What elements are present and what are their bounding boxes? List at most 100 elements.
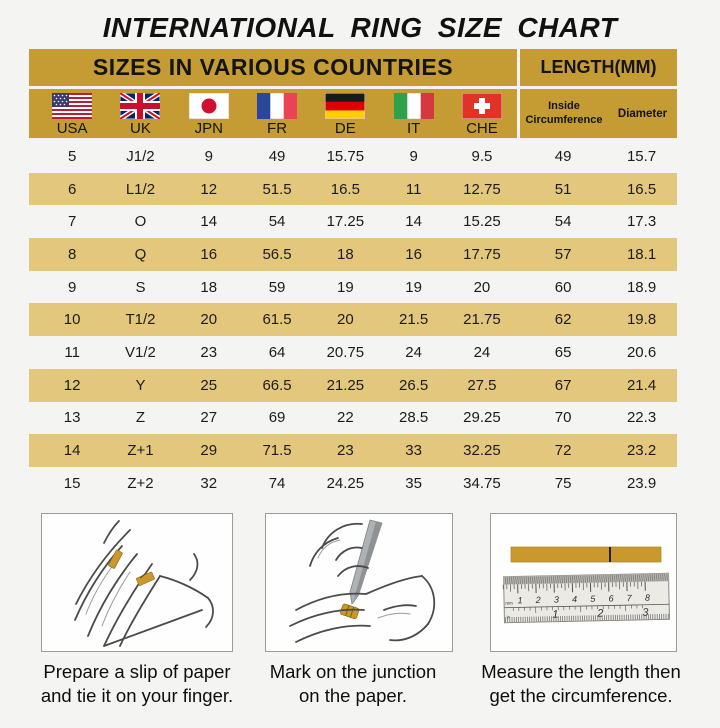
size-cell: T1/2 xyxy=(106,311,174,328)
size-cell: 49 xyxy=(519,148,607,165)
size-cell: 21.4 xyxy=(607,377,676,394)
size-cell: 23.9 xyxy=(607,475,676,492)
size-cell: V1/2 xyxy=(106,344,174,361)
size-cell: 35 xyxy=(379,475,447,492)
size-cell: 8 xyxy=(38,246,106,263)
size-cell: 12.75 xyxy=(448,181,516,198)
size-cell: 25 xyxy=(175,377,243,394)
country-column-fr: FR xyxy=(243,89,311,138)
size-cell: 18.1 xyxy=(607,246,676,263)
size-cell: 14 xyxy=(175,213,243,230)
size-cell: 26.5 xyxy=(379,377,447,394)
country-label: CHE xyxy=(466,120,498,138)
flag-columns: USA UK xyxy=(29,89,517,138)
size-cell: 12 xyxy=(175,181,243,198)
size-cell: Q xyxy=(106,246,174,263)
size-cell: 71.5 xyxy=(243,442,311,459)
size-cell: 49 xyxy=(243,148,311,165)
size-cell: 15.7 xyxy=(607,148,676,165)
instruction-step-1: Prepare a slip of paper and tie it on yo… xyxy=(29,513,245,708)
country-column-it: IT xyxy=(379,89,447,138)
size-cell: 22 xyxy=(311,409,379,426)
instruction-step-2: Mark on the junction on the paper. xyxy=(245,513,461,708)
size-cell: 23 xyxy=(175,344,243,361)
hand-with-paper-slip-illustration xyxy=(41,513,233,652)
flag-switzerland-icon xyxy=(462,93,502,119)
size-cell: 9 xyxy=(175,148,243,165)
length-columns: Inside Circumference Diameter xyxy=(520,89,677,138)
flag-france-icon xyxy=(257,93,297,119)
size-cell: Z+1 xyxy=(106,442,174,459)
size-cell: Y xyxy=(106,377,174,394)
svg-text:mm: mm xyxy=(505,600,513,605)
country-label: IT xyxy=(407,120,420,138)
flag-usa-icon xyxy=(52,93,92,119)
size-cell: S xyxy=(106,279,174,296)
size-cell: 67 xyxy=(519,377,607,394)
size-cell: 20 xyxy=(311,311,379,328)
svg-text:6: 6 xyxy=(608,593,613,603)
svg-text:8: 8 xyxy=(645,592,650,602)
size-cell: 75 xyxy=(519,475,607,492)
size-cell: 29.25 xyxy=(448,409,516,426)
size-cell: 15.75 xyxy=(311,148,379,165)
size-cell: 17.75 xyxy=(448,246,516,263)
size-cell: 14 xyxy=(379,213,447,230)
country-label: DE xyxy=(335,120,356,138)
size-cell: 14 xyxy=(38,442,106,459)
size-cell: 18 xyxy=(175,279,243,296)
size-cell: Z+2 xyxy=(106,475,174,492)
flag-italy-icon xyxy=(394,93,434,119)
size-cell: 32 xyxy=(175,475,243,492)
size-cell: J1/2 xyxy=(106,148,174,165)
size-cell: 72 xyxy=(519,442,607,459)
size-cell: 9.5 xyxy=(448,148,516,165)
size-cell: 19 xyxy=(379,279,447,296)
size-cell: 18.9 xyxy=(607,279,676,296)
page-title: INTERNATIONAL RING SIZE CHART xyxy=(0,8,720,48)
size-cell: 21.25 xyxy=(311,377,379,394)
svg-text:1: 1 xyxy=(517,595,522,605)
header-length-mm: LENGTH(MM) xyxy=(520,49,677,86)
country-label: USA xyxy=(57,120,88,138)
svg-text:1: 1 xyxy=(552,608,558,620)
size-cell: 20 xyxy=(448,279,516,296)
size-cell: 32.25 xyxy=(448,442,516,459)
instruction-caption: Mark on the junction on the paper. xyxy=(270,660,437,708)
column-header-inside-circumference: Inside Circumference xyxy=(520,100,608,128)
size-cell: 16.5 xyxy=(311,181,379,198)
country-column-usa: USA xyxy=(38,89,106,138)
country-column-uk: UK xyxy=(106,89,174,138)
instruction-caption: Measure the length then get the circumfe… xyxy=(481,660,681,708)
flag-germany-icon xyxy=(325,93,365,119)
country-label: UK xyxy=(130,120,151,138)
size-cell: 70 xyxy=(519,409,607,426)
instruction-caption: Prepare a slip of paper and tie it on yo… xyxy=(41,660,233,708)
size-cell: 21.75 xyxy=(448,311,516,328)
size-cell: 20.75 xyxy=(311,344,379,361)
size-cell: 64 xyxy=(243,344,311,361)
size-cell: 18 xyxy=(311,246,379,263)
size-cell: 54 xyxy=(519,213,607,230)
size-cell: 12 xyxy=(38,377,106,394)
size-cell: 74 xyxy=(243,475,311,492)
size-cell: Z xyxy=(106,409,174,426)
flag-band: USA UK xyxy=(29,89,677,138)
size-cell: 24 xyxy=(448,344,516,361)
size-cell: 10 xyxy=(38,311,106,328)
size-cell: 13 xyxy=(38,409,106,426)
size-cell: 33 xyxy=(379,442,447,459)
size-cell: 59 xyxy=(243,279,311,296)
size-cell: 20.6 xyxy=(607,344,676,361)
